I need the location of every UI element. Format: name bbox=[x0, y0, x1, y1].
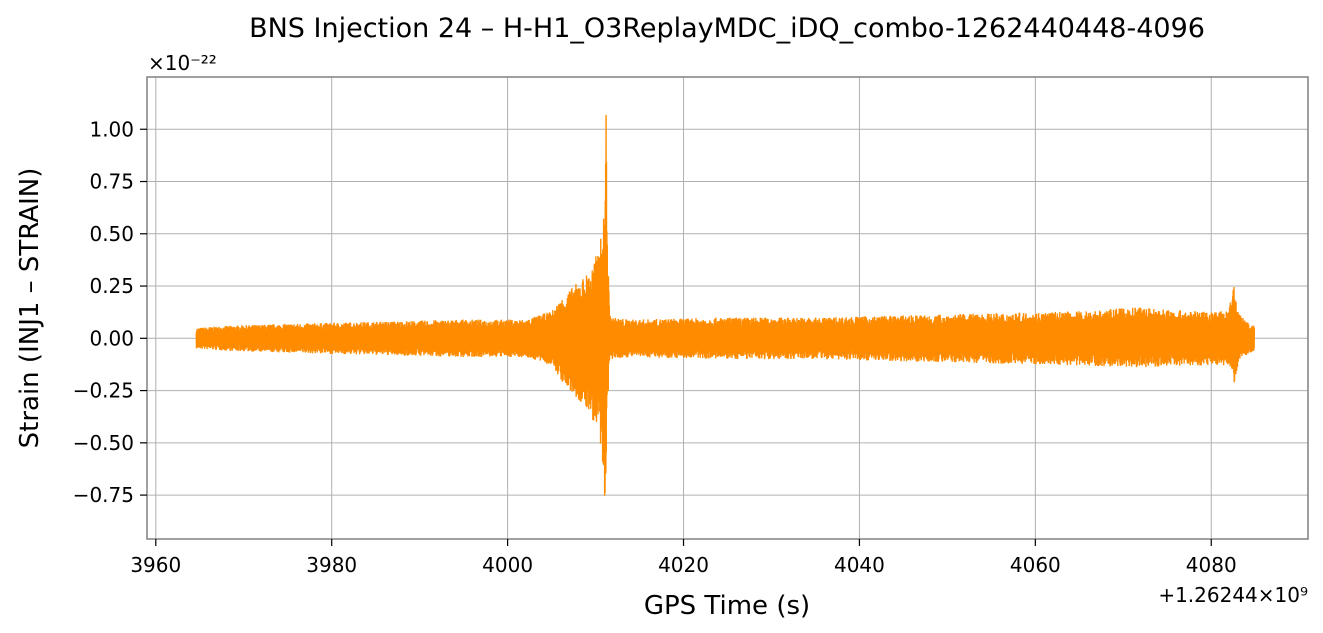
y-tick-label: 1.00 bbox=[89, 117, 134, 141]
y-exponent-label: ×10⁻²² bbox=[148, 51, 217, 75]
x-tick-label: 4060 bbox=[1010, 553, 1061, 577]
y-tick-label: 0.50 bbox=[89, 222, 134, 246]
x-axis-ticks: 3960 3980 4000 4020 4040 4060 4080 bbox=[130, 539, 1237, 577]
x-offset-label: +1.26244×10⁹ bbox=[1158, 583, 1308, 607]
y-tick-label: −0.75 bbox=[73, 483, 134, 507]
y-axis-ticks: −0.75 −0.50 −0.25 0.00 0.25 0.50 0.75 1.00 bbox=[73, 117, 147, 507]
chart-title: BNS Injection 24 – H-H1_O3ReplayMDC_iDQ_… bbox=[249, 13, 1205, 44]
x-tick-label: 4080 bbox=[1186, 553, 1237, 577]
y-tick-label: 0.75 bbox=[89, 170, 134, 194]
plot-area bbox=[195, 115, 1256, 496]
x-tick-label: 4040 bbox=[834, 553, 885, 577]
x-tick-label: 3960 bbox=[130, 553, 181, 577]
y-axis-label: Strain (INJ1 – STRAIN) bbox=[15, 168, 45, 449]
y-tick-label: −0.25 bbox=[73, 379, 134, 403]
x-tick-label: 4020 bbox=[658, 553, 709, 577]
x-tick-label: 3980 bbox=[306, 553, 357, 577]
series-strain-line bbox=[195, 115, 1256, 496]
y-tick-label: −0.50 bbox=[73, 431, 134, 455]
y-tick-label: 0.00 bbox=[89, 326, 134, 350]
x-tick-label: 4000 bbox=[482, 553, 533, 577]
grid-lines bbox=[147, 77, 1308, 539]
x-axis-label: GPS Time (s) bbox=[644, 591, 810, 621]
y-tick-label: 0.25 bbox=[89, 274, 134, 298]
plot-frame bbox=[146, 76, 1309, 540]
